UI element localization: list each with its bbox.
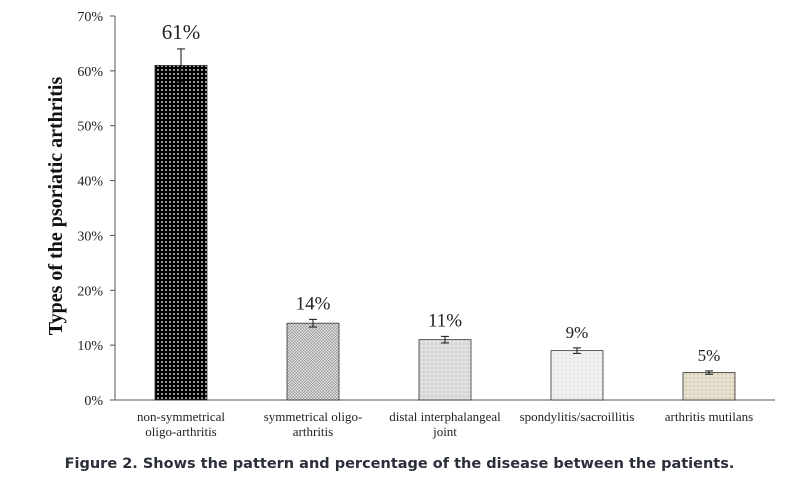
y-tick-label: 60% (77, 65, 103, 80)
y-tick-label: 50% (77, 120, 103, 135)
bar (418, 339, 472, 401)
bar (550, 350, 604, 401)
y-tick-label: 20% (77, 284, 103, 299)
bar (154, 64, 208, 401)
y-tick-label: 10% (77, 339, 103, 354)
data-label: 5% (698, 346, 721, 365)
data-label: 11% (428, 310, 462, 331)
category-label: arthritis mutilans (665, 409, 753, 424)
category-label: distal interphalangeal joint (389, 409, 501, 439)
bar (682, 372, 736, 401)
data-label: 9% (566, 323, 589, 342)
y-tick-label: 0% (84, 394, 103, 409)
y-tick-label: 30% (77, 229, 103, 244)
category-label: spondylitis/sacroillitis (520, 409, 635, 424)
category-label: symmetrical oligo-arthritis (264, 409, 363, 439)
bars: 61% 14% 11% 9% 5% (154, 20, 736, 401)
y-tick-label: 70% (77, 10, 103, 25)
y-tick-label: 40% (77, 175, 103, 190)
bar (286, 322, 340, 401)
y-axis-label: Types of the psoriatic arthritis (45, 77, 67, 336)
figure-caption: Figure 2. Shows the pattern and percenta… (64, 456, 735, 472)
category-label: non-symmetrical oligo-arthritis (137, 409, 225, 439)
data-label: 61% (162, 20, 201, 44)
data-label: 14% (296, 293, 331, 314)
axes: 0% 10% 20% 30% 40% 50% 60% 70% non-symmetrical ol… (77, 10, 775, 439)
bar-chart: Types of the psoriatic arthritis 0% 10% 20… (45, 10, 775, 439)
